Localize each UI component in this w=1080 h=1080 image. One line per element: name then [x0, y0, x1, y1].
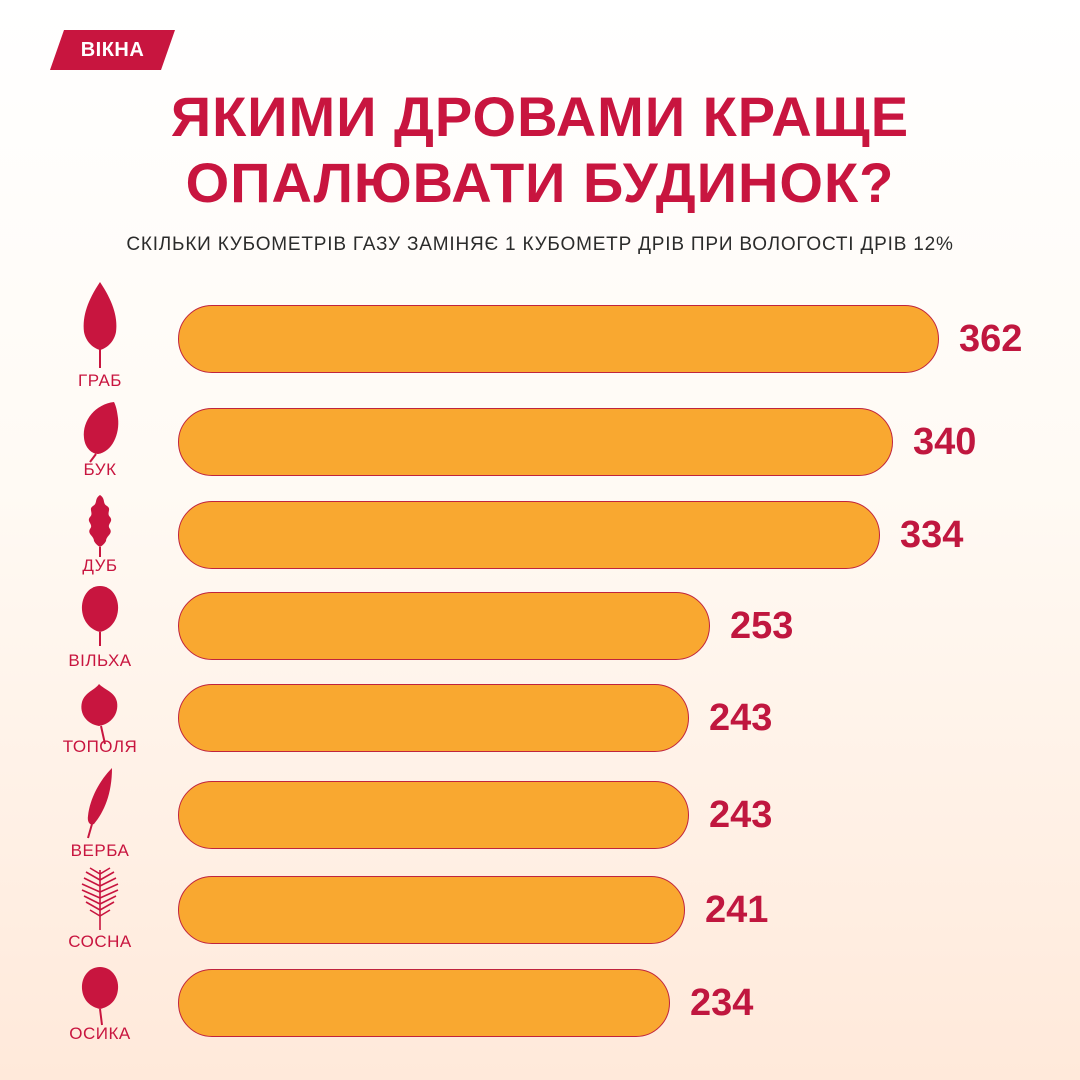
- bar: [178, 408, 893, 476]
- oak-leaf-icon: [70, 493, 130, 559]
- bar: [178, 876, 685, 944]
- brand-logo-shape: [50, 30, 175, 70]
- willow-leaf-icon: [70, 766, 130, 839]
- title-line-2: ОПАЛЮВАТИ БУДИНОК?: [185, 151, 895, 214]
- category-label: ДУБ: [82, 556, 118, 575]
- bar: [178, 781, 689, 849]
- bar-value-label: 334: [900, 514, 964, 556]
- aspen-leaf-icon: [70, 961, 130, 1027]
- page-title: ЯКИМИ ДРОВАМИ КРАЩЕ ОПАЛЮВАТИ БУДИНОК?: [40, 84, 1040, 216]
- category-label: ГРАБ: [78, 371, 122, 390]
- bar-value-label: 362: [959, 318, 1023, 360]
- bar-value-label: 243: [709, 697, 773, 739]
- brand-logo: ВІКНА: [50, 30, 175, 70]
- beech-leaf-icon: [70, 398, 130, 464]
- category-label: ОСИКА: [69, 1024, 131, 1043]
- category-label: ВІЛЬХА: [68, 651, 132, 670]
- category-label: БУК: [83, 460, 117, 479]
- poplar-leaf-icon: [70, 680, 130, 746]
- bar: [178, 501, 880, 569]
- bar: [178, 969, 670, 1037]
- bar-value-label: 253: [730, 605, 794, 647]
- bar: [178, 592, 710, 660]
- hornbeam-leaf-icon: [70, 280, 130, 368]
- bar: [178, 684, 689, 752]
- alder-leaf-icon: [70, 582, 130, 648]
- category-label: ВЕРБА: [70, 841, 130, 860]
- title-line-1: ЯКИМИ ДРОВАМИ КРАЩЕ: [170, 85, 910, 148]
- chart-subtitle: СКІЛЬКИ КУБОМЕТРІВ ГАЗУ ЗАМІНЯЄ 1 КУБОМЕ…: [126, 234, 954, 255]
- category-label: СОСНА: [68, 932, 132, 951]
- brand-name: ВІКНА: [80, 39, 145, 61]
- pine-branch-icon: [70, 866, 130, 932]
- bar-value-label: 241: [705, 889, 769, 931]
- bar: [178, 305, 939, 373]
- bar-value-label: 340: [913, 421, 977, 463]
- category-label: ТОПОЛЯ: [62, 737, 138, 756]
- bar-value-label: 243: [709, 794, 773, 836]
- bar-value-label: 234: [690, 982, 754, 1024]
